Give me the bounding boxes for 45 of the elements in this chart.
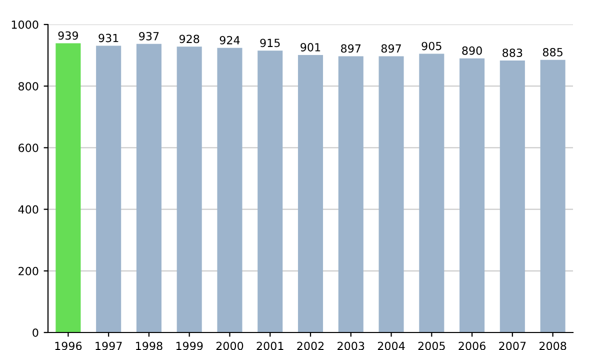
y-tick-label: 1000 (12, 20, 38, 29)
data-label: 928 (179, 34, 200, 44)
x-tick-label: 2003 (338, 342, 364, 350)
x-tick-label: 2001 (256, 342, 284, 350)
data-label: 931 (98, 34, 118, 42)
y-tick-label: 200 (18, 266, 38, 276)
bar (540, 60, 566, 332)
data-label: 939 (58, 31, 78, 40)
bar (258, 50, 283, 332)
bar (500, 60, 525, 332)
y-tick-label: 600 (18, 144, 38, 152)
data-label: 937 (139, 32, 159, 40)
y-tick-label: 800 (18, 82, 38, 90)
x-tick-label: 2002 (297, 342, 324, 350)
y-tick-label: 400 (18, 205, 38, 214)
bar (176, 46, 202, 332)
data-label: 901 (300, 43, 320, 52)
data-label: 883 (502, 48, 522, 57)
x-tick-label: 2004 (378, 342, 405, 350)
bar (338, 56, 364, 332)
data-label: 924 (220, 36, 240, 44)
bar (56, 43, 81, 332)
x-tick-label: 2005 (418, 342, 445, 350)
data-label: 905 (422, 42, 442, 50)
y-tick-label: 0 (32, 328, 38, 337)
data-label: 897 (381, 44, 401, 53)
data-label: 890 (462, 46, 482, 55)
bar (378, 56, 404, 332)
data-label: 897 (341, 44, 361, 53)
x-tick-label: 1996 (55, 342, 82, 350)
bar (96, 46, 122, 332)
data-label: 885 (542, 48, 562, 56)
x-tick-label: 1998 (136, 342, 162, 350)
x-tick-label: 2000 (216, 342, 244, 350)
x-tick-label: 2007 (499, 342, 526, 350)
x-tick-label: 1997 (96, 342, 122, 350)
bar (136, 44, 162, 332)
x-tick-label: 2006 (458, 342, 486, 350)
bar (419, 54, 444, 332)
bar (460, 58, 485, 332)
bar (217, 48, 242, 332)
x-tick-label: 2008 (539, 342, 566, 350)
data-label: 915 (260, 38, 280, 48)
bar (298, 54, 324, 332)
x-tick-label: 1999 (176, 342, 203, 350)
